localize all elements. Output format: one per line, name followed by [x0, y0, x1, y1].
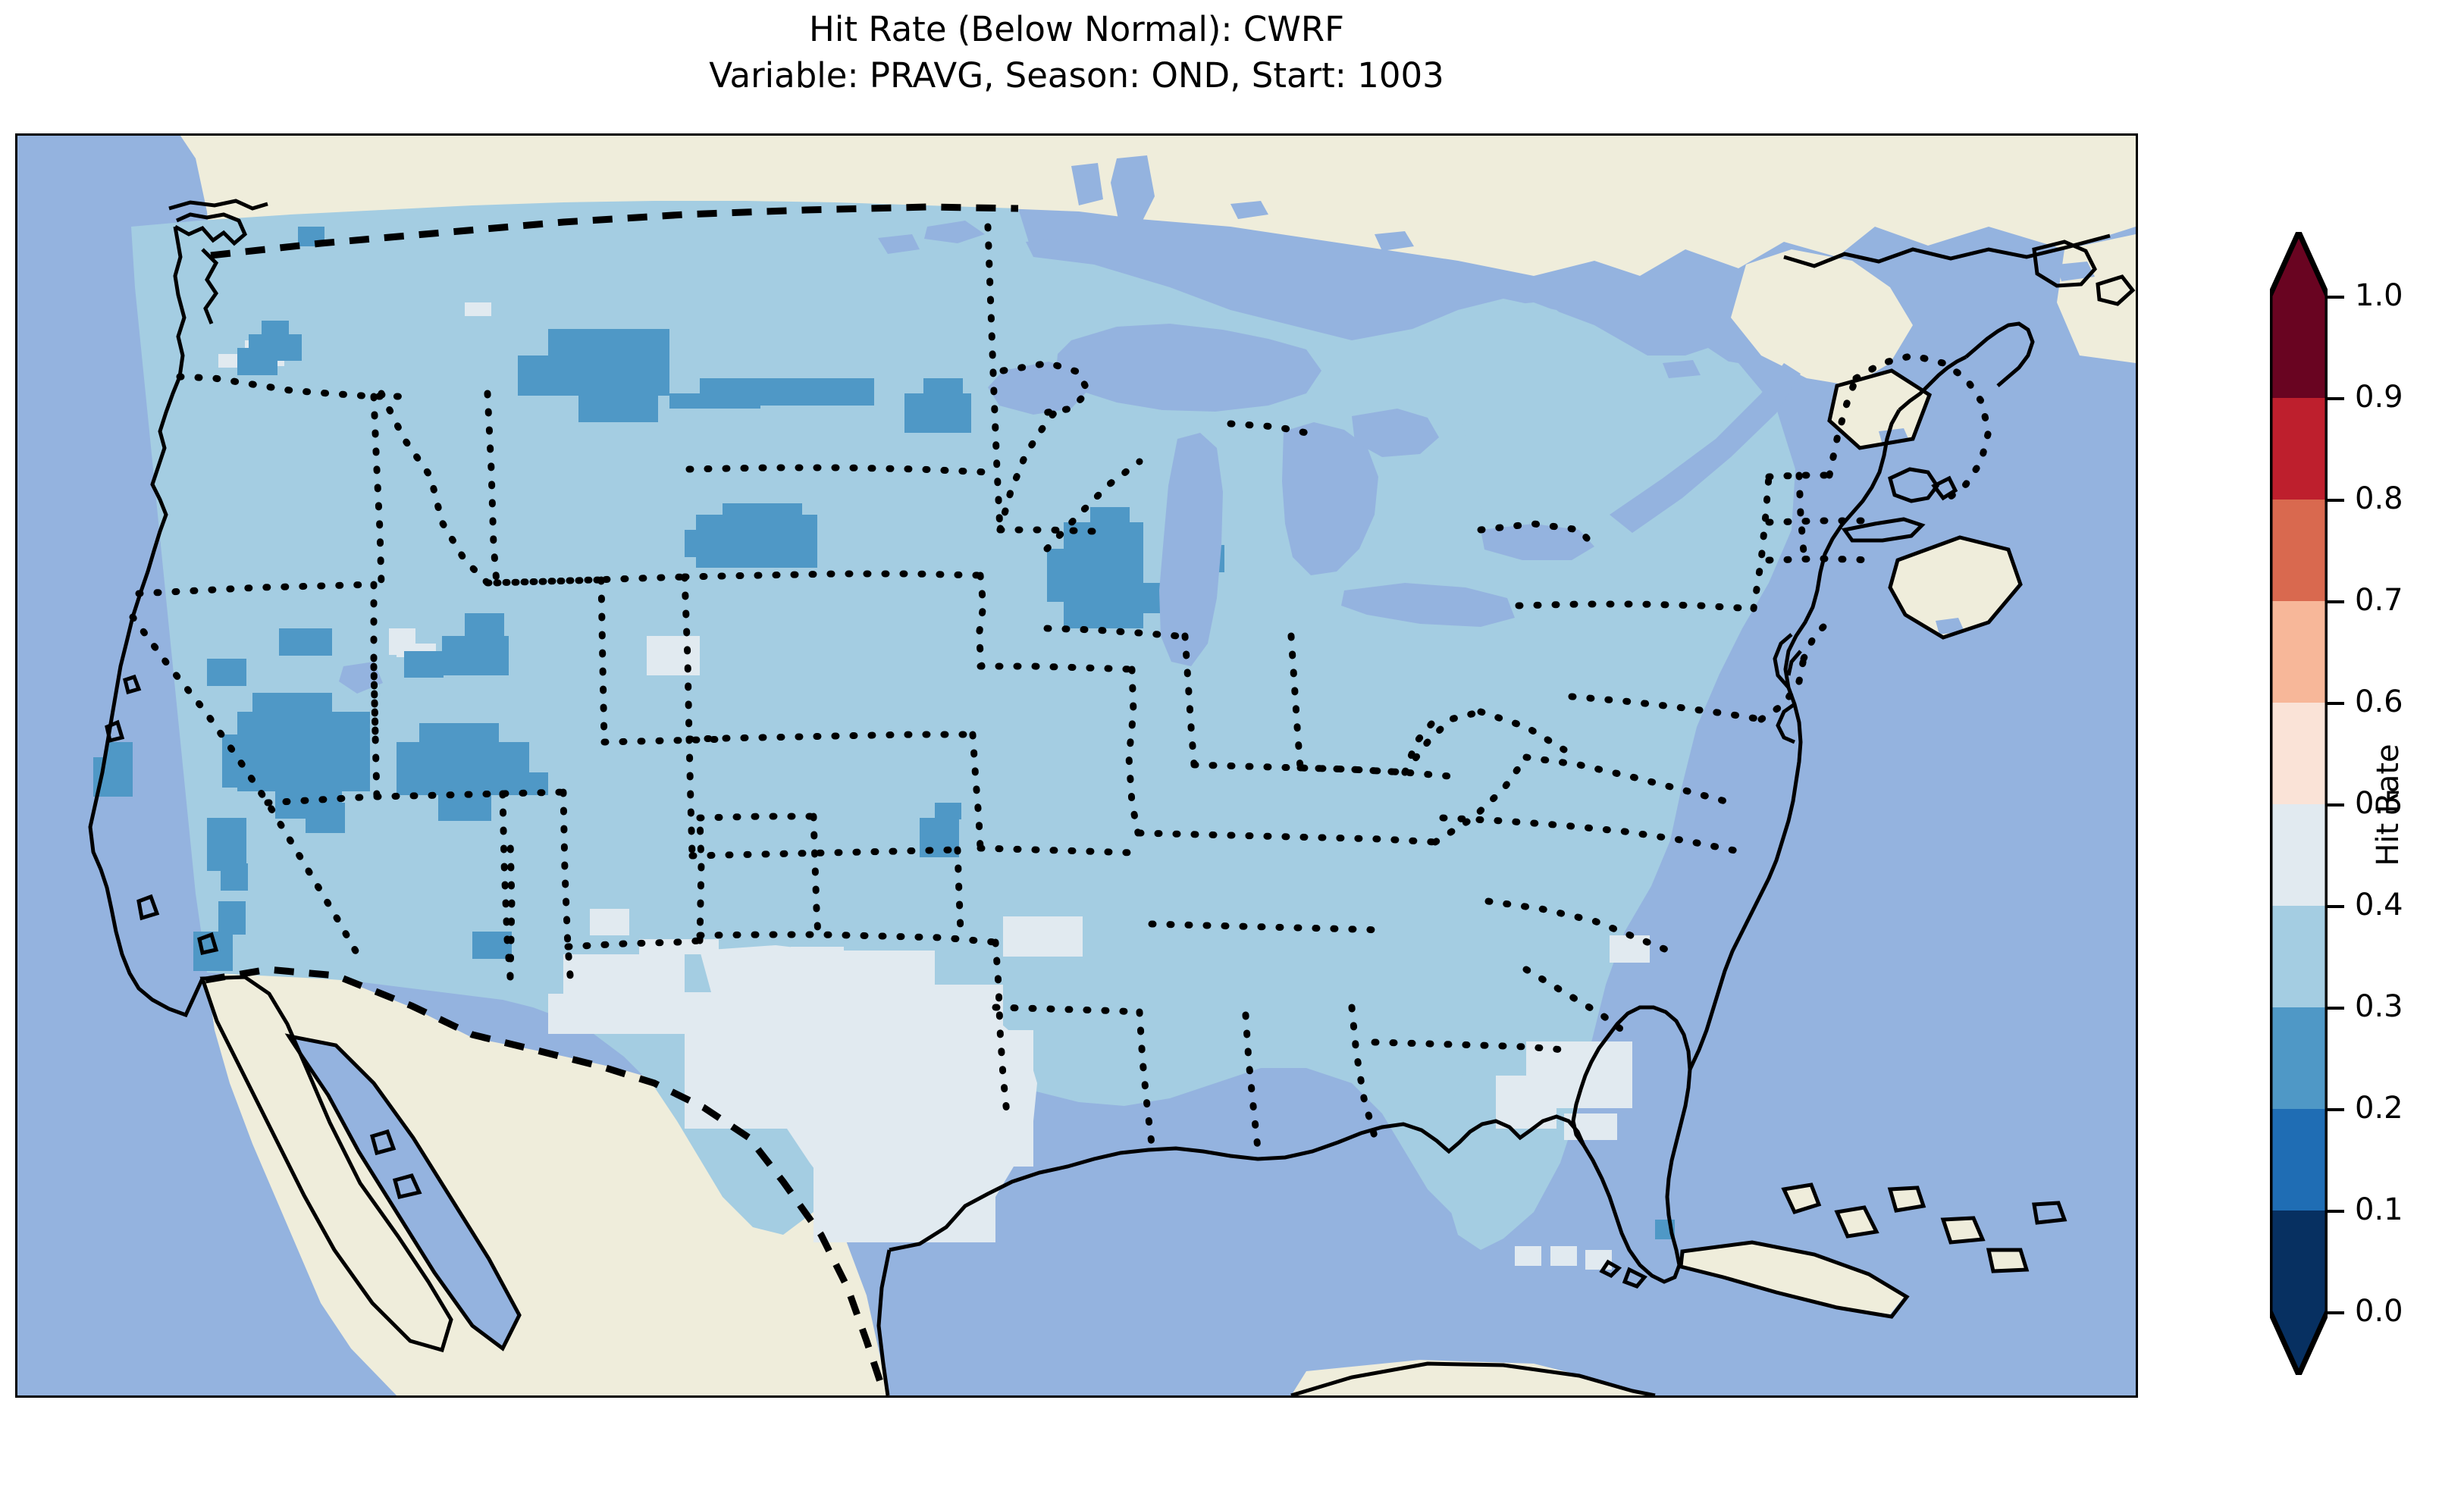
colorbar-tick-mark	[2328, 499, 2344, 502]
colorbar	[2270, 232, 2328, 1375]
model-data-grid	[93, 201, 1795, 1270]
colorbar-tick-mark	[2328, 905, 2344, 908]
country-border-layer	[205, 203, 1019, 1388]
colorbar-tick-mark	[2328, 1007, 2344, 1010]
conus-hit-rate-map	[17, 136, 2136, 1395]
colorbar-tick-mark	[2328, 397, 2344, 400]
page-title: Hit Rate (Below Normal): CWRF	[809, 9, 1344, 49]
no-data-land-layer	[165, 136, 2136, 1395]
colorbar-tick-label: 0.1	[2355, 1192, 2403, 1227]
colorbar-ticks: 1.0 0.9 0.8 0.7 0.6 0.5 0.4 0.3 0.2 0.1 0.0	[2270, 232, 2459, 1375]
colorbar-tick-label: 0.5	[2355, 786, 2403, 821]
colorbar-tick-label: 0.4	[2355, 888, 2403, 922]
colorbar-tick-mark	[2328, 1311, 2344, 1314]
colorbar-tick-mark	[2328, 803, 2344, 807]
colorbar-tick-label: 1.0	[2355, 278, 2403, 313]
colorbar-tick-mark	[2328, 600, 2344, 603]
state-border-layer	[129, 223, 1992, 1152]
colorbar-tick-label: 0.2	[2355, 1091, 2403, 1126]
chart-title-block: Hit Rate (Below Normal): CWRF Variable: …	[0, 6, 2153, 99]
colorbar-tick-label: 0.6	[2355, 684, 2403, 719]
colorbar-tick-label: 0.0	[2355, 1294, 2403, 1329]
colorbar-tick-label: 0.8	[2355, 481, 2403, 516]
colorbar-tick-label: 0.9	[2355, 380, 2403, 415]
coastline-layer	[88, 199, 2136, 1395]
chart-subtitle: Variable: PRAVG, Season: OND, Start: 100…	[709, 55, 1444, 96]
colorbar-tick-mark	[2328, 1210, 2344, 1213]
colorbar-tick-label: 0.3	[2355, 989, 2403, 1024]
colorbar-tick-mark	[2328, 1108, 2344, 1111]
colorbar-axis-label: Hit Rate	[2371, 744, 2406, 866]
colorbar-tick-mark	[2328, 296, 2344, 299]
colorbar-tick-mark	[2328, 702, 2344, 705]
map-plot-area	[15, 133, 2138, 1398]
colorbar-tick-label: 0.7	[2355, 583, 2403, 618]
